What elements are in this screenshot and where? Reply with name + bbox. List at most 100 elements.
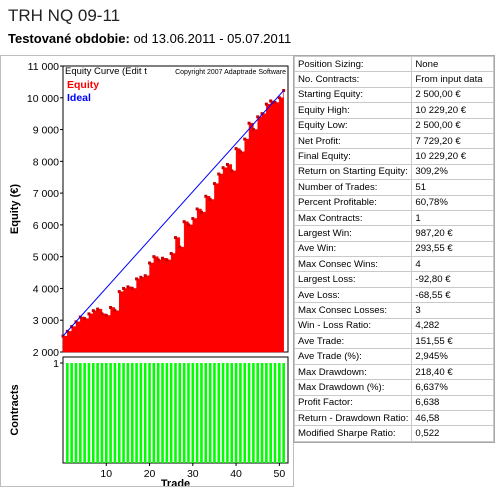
stats-row: Win - Loss Ratio: 4,282 (293, 317, 494, 335)
contracts-bar (156, 363, 160, 463)
contracts-bar (178, 363, 182, 463)
stats-row: Percent Profitable: 60,78% (293, 194, 494, 211)
stats-value: 6,637% (411, 379, 494, 396)
stats-value: 0,522 (411, 425, 494, 442)
equity-point (152, 255, 156, 259)
contracts-bar (174, 363, 177, 463)
stats-label: Max Contracts: (293, 209, 413, 227)
stats-label: Net Profit: (293, 132, 413, 150)
stats-label: Max Drawdown: (293, 363, 413, 381)
chart-copyright: Copyright 2007 Adaptrade Software (175, 69, 286, 76)
stats-value: -68,55 € (411, 286, 494, 304)
stats-value: 4 (411, 256, 494, 273)
stats-value: 4,282 (411, 317, 494, 335)
contracts-bar (152, 363, 156, 463)
contracts-bar (230, 363, 234, 463)
stats-value: From input data (411, 71, 494, 88)
equity-point (264, 102, 268, 106)
report-title: TRH NQ 09-11 (8, 6, 121, 25)
stats-value: 60,78% (411, 194, 494, 211)
equity-point (117, 290, 121, 294)
stats-row: Final Equity: 10 229,20 € (293, 148, 494, 165)
stats-row: Profit Factor: 6,638 (293, 394, 494, 411)
contracts-bar (169, 363, 173, 463)
stats-row: Max Consec Wins: 4 (293, 256, 494, 273)
y-tick-label: 10 000 (27, 93, 59, 105)
stats-row: Return - Drawdown Ratio: 46,58 (293, 409, 494, 427)
y-tick-label: 3 000 (33, 315, 59, 327)
equity-point (122, 286, 126, 290)
equity-point (104, 313, 108, 317)
x-tick-label: 40 (230, 468, 242, 480)
stats-label: Ave Trade: (293, 333, 413, 350)
equity-point (156, 258, 160, 262)
stats-row: Largest Loss: -92,80 € (293, 271, 494, 288)
stats-label: Largest Loss: (293, 271, 413, 288)
y-tick-label: 9 000 (33, 125, 59, 137)
stats-value: 218,40 € (411, 363, 494, 381)
stats-value: 309,2% (411, 163, 494, 181)
y-tick-label: 7 000 (33, 188, 59, 200)
stats-row: Position Sizing: None (293, 55, 494, 73)
performance-report: Position Sizing: None No. Contracts: From i… (293, 55, 495, 443)
stats-value: 987,20 € (411, 225, 494, 242)
equity-point (91, 309, 95, 313)
contracts-bar (165, 363, 169, 463)
stats-row: Net Profit: 7 729,20 € (293, 132, 494, 150)
contracts-bar (109, 363, 112, 463)
equity-point (100, 312, 104, 316)
stats-label: Number of Trades: (293, 179, 413, 196)
stats-row: Equity Low: 2 500,00 € (293, 117, 494, 134)
equity-point (161, 256, 165, 260)
stats-value: 293,55 € (411, 240, 494, 258)
equity-point (165, 258, 169, 262)
stats-value: 7 729,20 € (411, 132, 494, 150)
stats-value: 151,55 € (411, 333, 494, 350)
equity-point (212, 182, 216, 186)
y-axis-label: Equity (€) (9, 184, 21, 234)
stats-label: Equity Low: (293, 117, 413, 134)
stats-label: Max Consec Losses: (293, 302, 413, 319)
equity-point (221, 166, 225, 170)
contracts-bar (83, 363, 86, 463)
stats-value: 2,945% (411, 348, 494, 365)
stats-row: Return on Starting Equity: 309,2% (293, 163, 494, 181)
contracts-bar (204, 363, 208, 463)
contracts-bar (66, 363, 69, 463)
equity-point (277, 96, 281, 100)
equity-point (230, 169, 234, 173)
test-period: Testované obdobie: od 13.06.2011 - 05.07… (8, 31, 291, 46)
contracts-bar (113, 363, 117, 463)
stats-label: Win - Loss Ratio: (293, 317, 413, 335)
contracts-bar (195, 363, 199, 463)
contracts-bar (187, 363, 190, 463)
test-period-label: Testované obdobie: (8, 31, 130, 46)
contracts-bar (213, 363, 216, 463)
stats-label: Ave Win: (293, 240, 413, 258)
equity-point (247, 121, 251, 125)
contracts-bar (269, 363, 272, 463)
equity-point (217, 172, 221, 176)
stats-row: Max Drawdown (%): 6,637% (293, 379, 494, 396)
contracts-bar (161, 363, 164, 463)
contracts-bar (96, 363, 99, 463)
contracts-bar (91, 363, 95, 463)
equity-series-area (62, 90, 284, 353)
contracts-bar (234, 363, 238, 463)
equity-point (126, 285, 130, 289)
equity-point (208, 197, 212, 201)
equity-point (273, 101, 277, 105)
x-tick-label: 20 (144, 468, 156, 480)
stats-value: 2 500,00 € (411, 86, 494, 104)
contracts-bar (182, 363, 186, 463)
equity-point (182, 220, 186, 224)
y-tick-label: 5 000 (33, 252, 59, 264)
contracts-bar (247, 363, 251, 463)
equity-point (178, 245, 182, 249)
contracts-bar (217, 363, 221, 463)
contracts-bar (256, 363, 260, 463)
stats-label: Max Consec Wins: (293, 256, 413, 273)
equity-point (195, 207, 199, 211)
x-tick-label: 10 (100, 468, 112, 480)
contracts-bar (282, 363, 285, 463)
